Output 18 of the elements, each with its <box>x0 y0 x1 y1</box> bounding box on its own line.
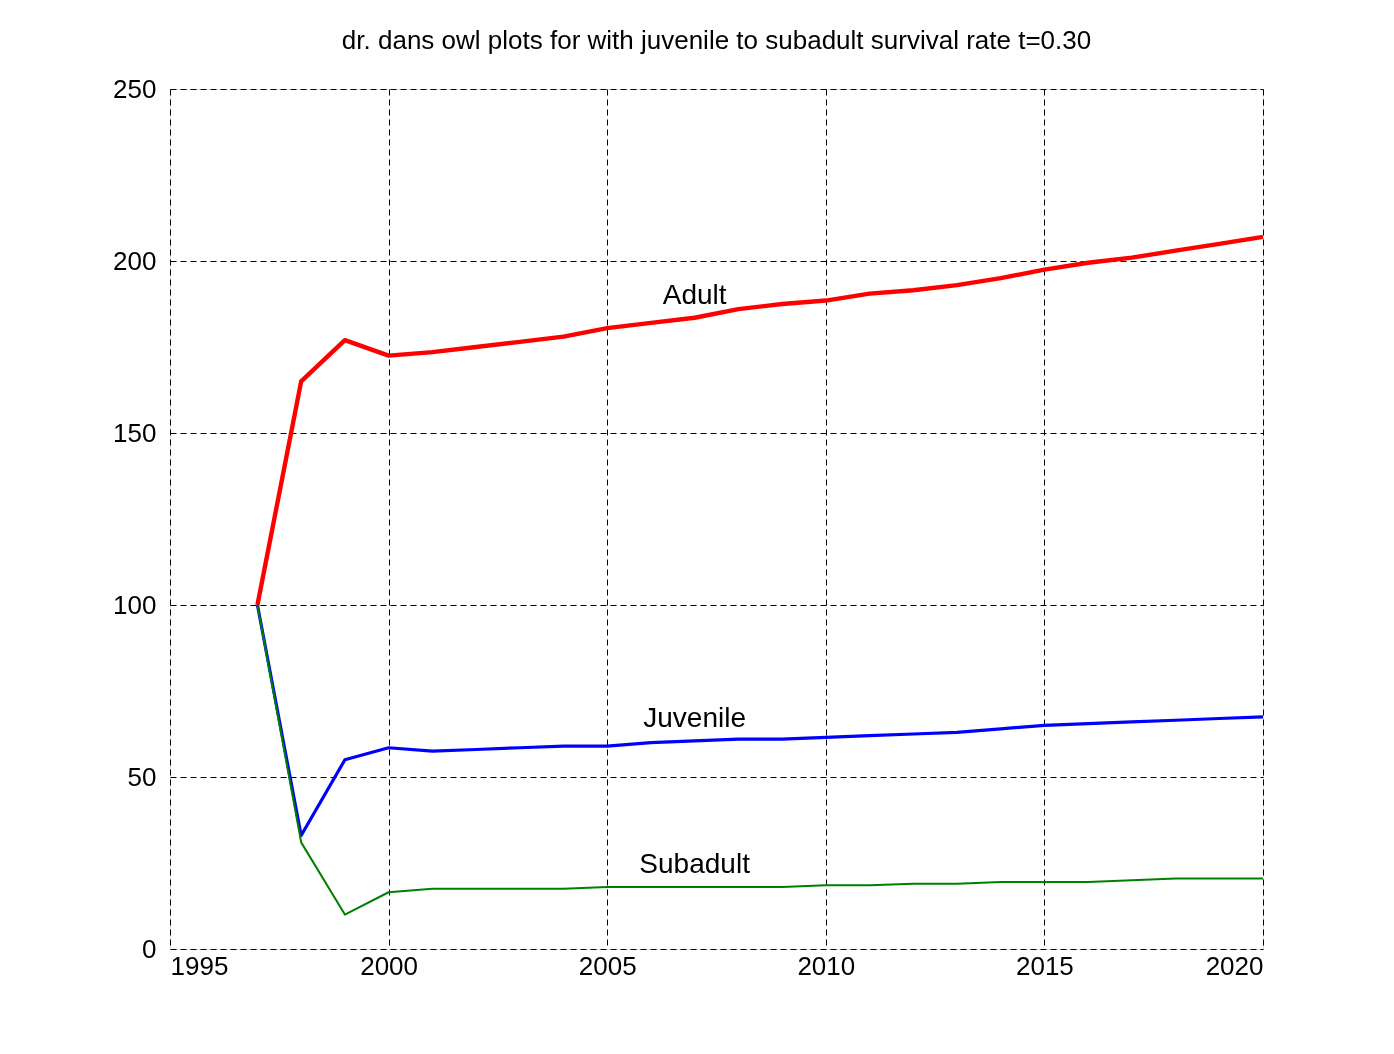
x-tick-label: 1995 <box>170 950 229 981</box>
x-tick-label: 2010 <box>797 950 856 981</box>
y-tick-label: 50 <box>127 761 157 792</box>
line-series <box>255 234 1266 608</box>
line-series <box>256 604 1264 916</box>
chart-title: dr. dans owl plots for with juvenile to subadult survival rate t=0.30 <box>341 25 1092 55</box>
series-label: Juvenile <box>643 701 747 733</box>
x-tick-label: 2020 <box>1205 950 1264 981</box>
y-tick-label: 150 <box>113 417 157 448</box>
x-tick-label: 2000 <box>360 950 419 981</box>
y-tick-label: 0 <box>142 933 157 964</box>
x-tick-label: 2015 <box>1015 950 1074 981</box>
x-tick-label: 2005 <box>578 950 637 981</box>
y-tick-label: 200 <box>113 245 157 276</box>
series-label: Adult <box>662 278 727 310</box>
series-label: Subadult <box>639 848 751 880</box>
y-tick-label: 100 <box>113 589 157 620</box>
y-tick-label: 250 <box>113 73 157 104</box>
